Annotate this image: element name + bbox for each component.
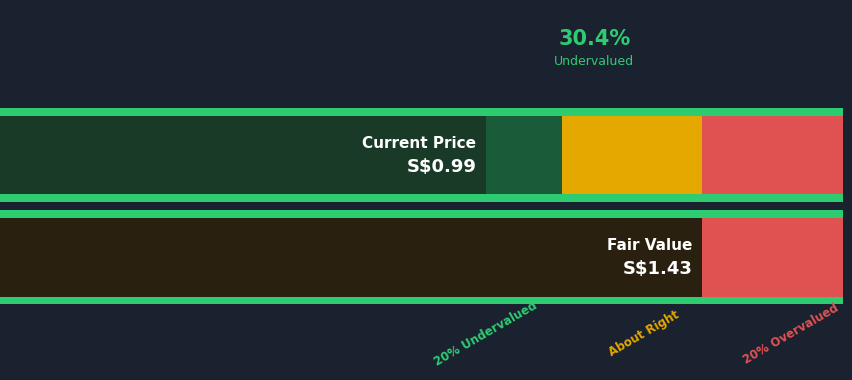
Text: About Right: About Right [606,308,681,359]
Text: Undervalued: Undervalued [554,55,634,68]
Bar [0,116,486,194]
Text: S$1.43: S$1.43 [622,260,692,278]
Bar [0,116,561,194]
Text: 20% Undervalued: 20% Undervalued [431,299,538,369]
Text: S$0.99: S$0.99 [406,158,475,176]
Text: Current Price: Current Price [362,136,475,151]
Bar [0,210,842,218]
Text: Fair Value: Fair Value [607,238,692,253]
Bar [0,218,561,297]
Bar [0,194,842,202]
Bar [701,218,842,297]
Bar [561,116,701,194]
Bar [0,108,842,116]
Bar [0,297,842,304]
Text: 20% Overvalued: 20% Overvalued [740,301,840,366]
Bar [561,218,701,297]
Bar [0,218,701,297]
Text: 30.4%: 30.4% [557,29,630,49]
Bar [701,116,842,194]
